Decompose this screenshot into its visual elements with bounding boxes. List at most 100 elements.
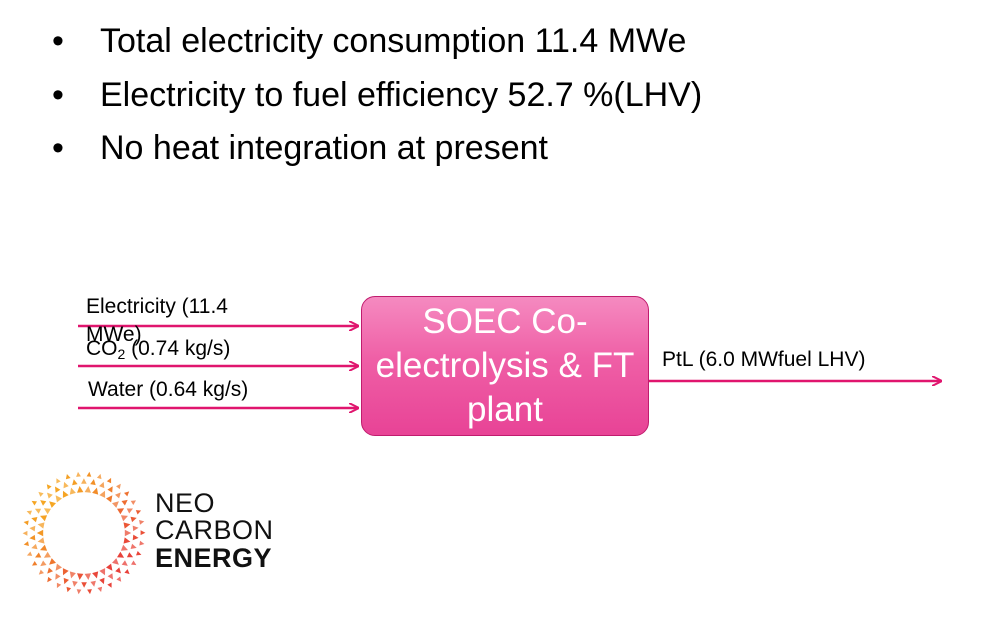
logo-triangle xyxy=(62,490,69,498)
logo-triangle xyxy=(121,560,128,566)
logo-triangle xyxy=(55,573,61,580)
logo-triangle xyxy=(34,508,42,514)
bullet-item: • Electricity to fuel efficiency 52.7 %(L… xyxy=(52,75,702,115)
logo-triangle xyxy=(49,501,56,508)
logo-triangle xyxy=(38,569,44,575)
logo-triangle xyxy=(123,522,131,529)
logo-triangle xyxy=(116,483,121,490)
bullet-dot: • xyxy=(52,22,64,60)
bullet-dot: • xyxy=(52,129,64,167)
logo-triangle xyxy=(117,551,125,558)
co2-label: CO2 (0.74 kg/s) xyxy=(86,337,231,362)
logo-triangle xyxy=(47,576,52,583)
logo-triangle xyxy=(123,537,131,544)
logo-text-neo: NEO xyxy=(155,488,216,518)
bullet-item: • No heat integration at present xyxy=(52,128,548,168)
logo-triangle xyxy=(112,501,119,508)
logo-triangle xyxy=(22,530,28,536)
logo-triangle xyxy=(132,525,139,532)
logo-triangle xyxy=(139,540,145,546)
logo-triangle xyxy=(26,551,33,556)
logo-triangle xyxy=(37,522,45,529)
bullet-text: Total electricity consumption 11.4 MWe xyxy=(100,22,687,60)
logo-triangle xyxy=(92,571,99,579)
logo-triangle xyxy=(55,486,61,493)
logo-triangle xyxy=(131,560,137,566)
logo-triangle xyxy=(63,481,69,489)
logo-triangle xyxy=(56,478,61,484)
logo-triangle xyxy=(96,473,102,480)
logo-text-energy: ENERGY xyxy=(155,543,273,573)
logo-triangle xyxy=(43,551,51,558)
logo-triangle xyxy=(90,580,96,587)
logo-triangle xyxy=(121,499,128,506)
logo-triangle xyxy=(81,478,87,484)
logo-triangle xyxy=(115,567,121,574)
logo-triangle xyxy=(31,517,38,523)
logo-triangle xyxy=(77,573,84,580)
logo-triangle xyxy=(66,586,72,593)
logo-triangle xyxy=(115,492,121,499)
logo-triangle xyxy=(55,563,62,571)
logo-triangle xyxy=(69,487,76,495)
logo-triangle xyxy=(124,529,132,537)
logo-triangle xyxy=(130,516,137,523)
logo-triangle xyxy=(120,544,128,551)
logo-triangle xyxy=(126,508,133,514)
neo-carbon-energy-logo-icon xyxy=(22,471,146,595)
output-label: PtL (6.0 MWfuel LHV) xyxy=(662,348,866,371)
logo-triangle xyxy=(35,552,42,558)
logo-triangle xyxy=(140,530,146,536)
logo-triangle xyxy=(124,569,130,575)
logo-triangle xyxy=(117,508,125,515)
logo-triangle xyxy=(84,486,91,493)
electricity-label: Electricity (11.4 xyxy=(86,295,228,318)
logo-triangle xyxy=(92,487,99,495)
logo-triangle xyxy=(126,552,134,558)
logo-triangle xyxy=(99,577,105,585)
logo-triangle xyxy=(40,544,48,551)
logo-text-carbon: CARBON xyxy=(155,515,274,545)
logo-triangle xyxy=(136,551,142,556)
logo-triangle xyxy=(76,471,81,477)
logo-triangle xyxy=(106,477,112,484)
logo-triangle xyxy=(130,543,137,549)
logo-triangle xyxy=(76,589,82,595)
logo-triangle xyxy=(84,573,91,580)
process-box: SOEC Co-electrolysis & FT plant xyxy=(361,296,649,436)
logo-triangle xyxy=(62,568,69,576)
logo-triangle xyxy=(124,491,130,497)
logo-triangle xyxy=(56,582,62,589)
logo-triangle xyxy=(97,586,103,592)
logo-triangle xyxy=(86,471,92,477)
bullet-dot: • xyxy=(52,76,64,114)
logo-triangle xyxy=(99,568,106,576)
logo-triangle xyxy=(99,481,105,489)
electricity-label-unit: MWe) xyxy=(86,323,142,346)
logo-triangle xyxy=(47,492,53,499)
logo-triangle xyxy=(81,582,87,588)
logo-triangle xyxy=(65,474,71,480)
logo-triangle xyxy=(40,500,47,506)
logo-triangle xyxy=(107,486,113,493)
logo-triangle xyxy=(112,558,119,565)
logo-triangle xyxy=(87,589,92,595)
logo-triangle xyxy=(23,520,29,526)
logo-triangle xyxy=(107,573,113,580)
logo-triangle xyxy=(26,510,32,515)
logo-triangle xyxy=(130,500,136,505)
bullet-item: • Total electricity consumption 11.4 MWe xyxy=(52,21,686,61)
logo-triangle xyxy=(36,529,44,537)
logo-triangle xyxy=(40,560,47,567)
water-label: Water (0.64 kg/s) xyxy=(88,378,249,401)
logo-triangle xyxy=(38,491,44,497)
logo-triangle xyxy=(135,510,142,515)
logo-triangle xyxy=(72,479,78,486)
logo-triangle xyxy=(32,561,38,566)
logo-triangle xyxy=(31,543,38,550)
logo-triangle xyxy=(139,520,145,525)
logo-triangle xyxy=(77,486,84,493)
logo-triangle xyxy=(37,537,45,544)
